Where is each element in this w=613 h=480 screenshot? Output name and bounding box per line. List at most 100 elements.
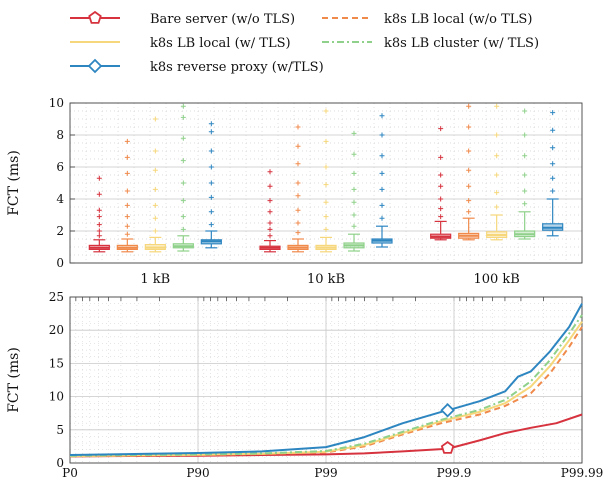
box bbox=[486, 103, 508, 241]
outlier-point bbox=[208, 222, 214, 228]
outlier-point bbox=[323, 214, 329, 220]
box bbox=[144, 116, 166, 253]
box bbox=[458, 103, 480, 241]
plot-frame bbox=[69, 296, 583, 464]
box bbox=[172, 103, 194, 252]
box bbox=[287, 124, 309, 253]
outlier-point bbox=[208, 121, 214, 127]
outlier-point bbox=[152, 228, 158, 234]
outlier-point bbox=[180, 180, 186, 186]
outlier-point bbox=[494, 204, 500, 210]
outlier-point bbox=[466, 167, 472, 173]
outlier-point bbox=[438, 196, 444, 202]
outlier-point bbox=[438, 172, 444, 178]
y-axis-label: FCT (ms) bbox=[6, 347, 22, 413]
series-line bbox=[69, 314, 583, 457]
outlier-point bbox=[152, 148, 158, 154]
outlier-point bbox=[323, 108, 329, 114]
outlier-point bbox=[295, 220, 301, 226]
outlier-point bbox=[379, 186, 385, 192]
outlier-point bbox=[379, 170, 385, 176]
outlier-point bbox=[96, 228, 102, 234]
outlier-point bbox=[323, 226, 329, 232]
outlier-point bbox=[438, 154, 444, 160]
y-tick-label: 6 bbox=[56, 160, 64, 174]
outlier-point bbox=[351, 199, 357, 205]
series-line bbox=[69, 326, 583, 458]
outlier-point bbox=[522, 108, 528, 114]
outlier-point bbox=[96, 214, 102, 220]
outlier-point bbox=[550, 127, 556, 133]
legend-label: k8s LB local (w/o TLS) bbox=[384, 12, 532, 27]
outlier-point bbox=[438, 183, 444, 189]
legend-label: k8s reverse proxy (w/TLS) bbox=[150, 60, 324, 75]
outlier-point bbox=[124, 188, 130, 194]
outlier-point bbox=[267, 209, 273, 215]
box bbox=[371, 113, 393, 248]
outlier-point bbox=[522, 172, 528, 178]
legend: Bare server (w/o TLS) k8s LB local (w/o T… bbox=[70, 10, 539, 75]
legend-entry: k8s LB local (w/ TLS) bbox=[70, 36, 291, 51]
outlier-point bbox=[208, 164, 214, 170]
legend-entry: Bare server (w/o TLS) bbox=[70, 10, 295, 27]
box bbox=[514, 108, 536, 240]
outlier-point bbox=[295, 143, 301, 149]
box bbox=[259, 169, 281, 253]
outlier-point bbox=[124, 214, 130, 220]
box bbox=[315, 108, 337, 253]
outlier-point bbox=[550, 175, 556, 181]
outlier-point bbox=[379, 202, 385, 208]
outlier-point bbox=[208, 194, 214, 200]
y-tick-label: 10 bbox=[49, 390, 64, 404]
x-tick-label: P0 bbox=[62, 466, 78, 480]
x-tick-label: P99 bbox=[314, 466, 337, 480]
outlier-point bbox=[438, 126, 444, 132]
outlier-point bbox=[267, 198, 273, 204]
outlier-point bbox=[208, 129, 214, 135]
outlier-point bbox=[295, 230, 301, 236]
outlier-point bbox=[267, 220, 273, 226]
x-tick-label: 100 kB bbox=[473, 272, 519, 287]
box bbox=[430, 126, 452, 241]
y-tick-label: 2 bbox=[56, 224, 64, 238]
outlier-point bbox=[152, 167, 158, 173]
outlier-point bbox=[295, 180, 301, 186]
outlier-point bbox=[295, 124, 301, 130]
outlier-point bbox=[351, 151, 357, 157]
outlier-point bbox=[152, 186, 158, 192]
outlier-point bbox=[323, 182, 329, 188]
outlier-point bbox=[124, 170, 130, 176]
plot-frame bbox=[69, 102, 583, 264]
outlier-point bbox=[208, 148, 214, 154]
outlier-point bbox=[379, 113, 385, 119]
outlier-point bbox=[96, 191, 102, 197]
outlier-point bbox=[295, 161, 301, 167]
y-tick-label: 10 bbox=[49, 96, 64, 110]
outlier-point bbox=[96, 207, 102, 213]
outlier-point bbox=[550, 145, 556, 151]
outlier-point bbox=[351, 130, 357, 136]
y-tick-label: 15 bbox=[49, 356, 64, 370]
outlier-point bbox=[323, 138, 329, 144]
outlier-point bbox=[466, 183, 472, 189]
outlier-point bbox=[466, 198, 472, 204]
box bbox=[116, 138, 138, 253]
legend-entry: k8s reverse proxy (w/TLS) bbox=[70, 58, 324, 75]
box bbox=[88, 175, 110, 253]
outlier-point bbox=[379, 153, 385, 159]
legend-label: k8s LB local (w/ TLS) bbox=[150, 36, 291, 51]
outlier-point bbox=[351, 186, 357, 192]
y-tick-label: 4 bbox=[56, 192, 64, 206]
series-marker bbox=[440, 402, 455, 418]
outlier-point bbox=[124, 223, 130, 229]
x-tick-label: 1 kB bbox=[140, 272, 170, 287]
legend-marker bbox=[87, 58, 103, 74]
outlier-point bbox=[96, 233, 102, 239]
outlier-point bbox=[379, 132, 385, 138]
outlier-point bbox=[124, 138, 130, 144]
outlier-point bbox=[438, 214, 444, 220]
outlier-point bbox=[180, 114, 186, 120]
x-tick-label: P90 bbox=[186, 466, 209, 480]
outlier-point bbox=[466, 209, 472, 215]
y-tick-label: 0 bbox=[56, 256, 64, 270]
